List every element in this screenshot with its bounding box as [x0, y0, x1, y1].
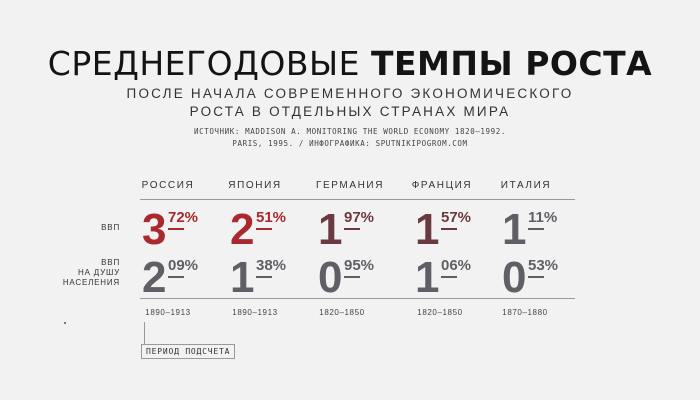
- row-label-gdp-per-capita: ВВП НА ДУШУ НАСЕЛЕНИЯ: [20, 258, 120, 288]
- row-label-gdp-per-capita-line-2: НА ДУШУ: [78, 268, 120, 277]
- subtitle-line-2: РОСТА В ОТДЕЛЬНЫХ СТРАНАХ МИРА: [189, 104, 511, 119]
- gdp-value-integer: 1: [502, 205, 527, 254]
- divider-bottom: [140, 298, 575, 299]
- gdp-pc-value-fraction: 09%: [168, 257, 199, 274]
- fraction-underline: [344, 276, 360, 278]
- source-line-1: ИСТОЧНИК: MADDISON A. MONITORING THE WOR…: [193, 127, 507, 136]
- period-italy: 1870–1880: [502, 308, 548, 317]
- gdp-pc-value-fraction: 95%: [344, 257, 375, 274]
- fraction-underline: [256, 228, 272, 230]
- gdp-pc-value-integer: 2: [142, 253, 167, 302]
- gdp-value-integer: 2: [230, 205, 255, 254]
- period-france: 1820–1850: [417, 308, 463, 317]
- gdp-pc-value-fraction: 06%: [441, 257, 472, 274]
- gdp-pc-value-fraction: 53%: [528, 257, 559, 274]
- gdp-value-fraction: 57%: [441, 209, 472, 226]
- gdp-value-integer: 1: [318, 205, 343, 254]
- fraction-underline: [528, 276, 544, 278]
- period-japan: 1890–1913: [232, 308, 278, 317]
- fraction-underline: [168, 276, 184, 278]
- title-bold: ТЕМПЫ РОСТА: [371, 44, 653, 83]
- title-light: СРЕДНЕГОДОВЫЕ: [47, 44, 360, 83]
- row-label-gdp-per-capita-line-1: ВВП: [101, 258, 120, 267]
- period-russia: 1890–1913: [145, 308, 191, 317]
- divider-top: [140, 199, 575, 200]
- legend-period-label: ПЕРИОД ПОДСЧЕТА: [141, 344, 236, 359]
- gdp-pc-value-integer: 1: [230, 253, 255, 302]
- gdp-pc-value-integer: 0: [502, 253, 527, 302]
- fraction-underline: [344, 228, 360, 230]
- fraction-underline: [528, 228, 544, 230]
- gdp-value-fraction: 11%: [528, 209, 558, 226]
- row-label-gdp: ВВП: [101, 223, 120, 232]
- gdp-value-fraction: 51%: [256, 209, 287, 226]
- fraction-underline: [441, 228, 457, 230]
- gdp-pc-value-fraction: 38%: [256, 257, 287, 274]
- gdp-value-integer: 1: [415, 205, 440, 254]
- row-label-gdp-per-capita-line-3: НАСЕЛЕНИЯ: [62, 278, 120, 287]
- fraction-underline: [168, 228, 184, 230]
- country-header-japan: ЯПОНИЯ: [228, 180, 282, 191]
- country-header-italy: ИТАЛИЯ: [500, 180, 552, 191]
- source-line-2: PARIS, 1995. / ИНФОГРАФИКА: SPUTNIKIPOGR…: [232, 139, 468, 148]
- gdp-pc-value-integer: 1: [415, 253, 440, 302]
- gdp-pc-value-integer: 0: [318, 253, 343, 302]
- fraction-underline: [441, 276, 457, 278]
- subtitle-line-1: ПОСЛЕ НАЧАЛА СОВРЕМЕННОГО ЭКОНОМИЧЕСКОГО: [126, 86, 574, 101]
- country-header-france: ФРАНЦИЯ: [411, 180, 473, 191]
- legend-connector: [144, 322, 145, 348]
- fraction-underline: [256, 276, 272, 278]
- gdp-value-fraction: 97%: [344, 209, 375, 226]
- period-germany: 1820–1850: [319, 308, 365, 317]
- gdp-value-integer: 3: [142, 205, 167, 254]
- country-header-russia: РОССИЯ: [141, 180, 195, 191]
- page-title: СРЕДНЕГОДОВЫЕ ТЕМПЫ РОСТА: [0, 44, 700, 83]
- country-header-germany: ГЕРМАНИЯ: [315, 180, 385, 191]
- decorative-dot: [64, 322, 66, 324]
- gdp-value-fraction: 72%: [168, 209, 199, 226]
